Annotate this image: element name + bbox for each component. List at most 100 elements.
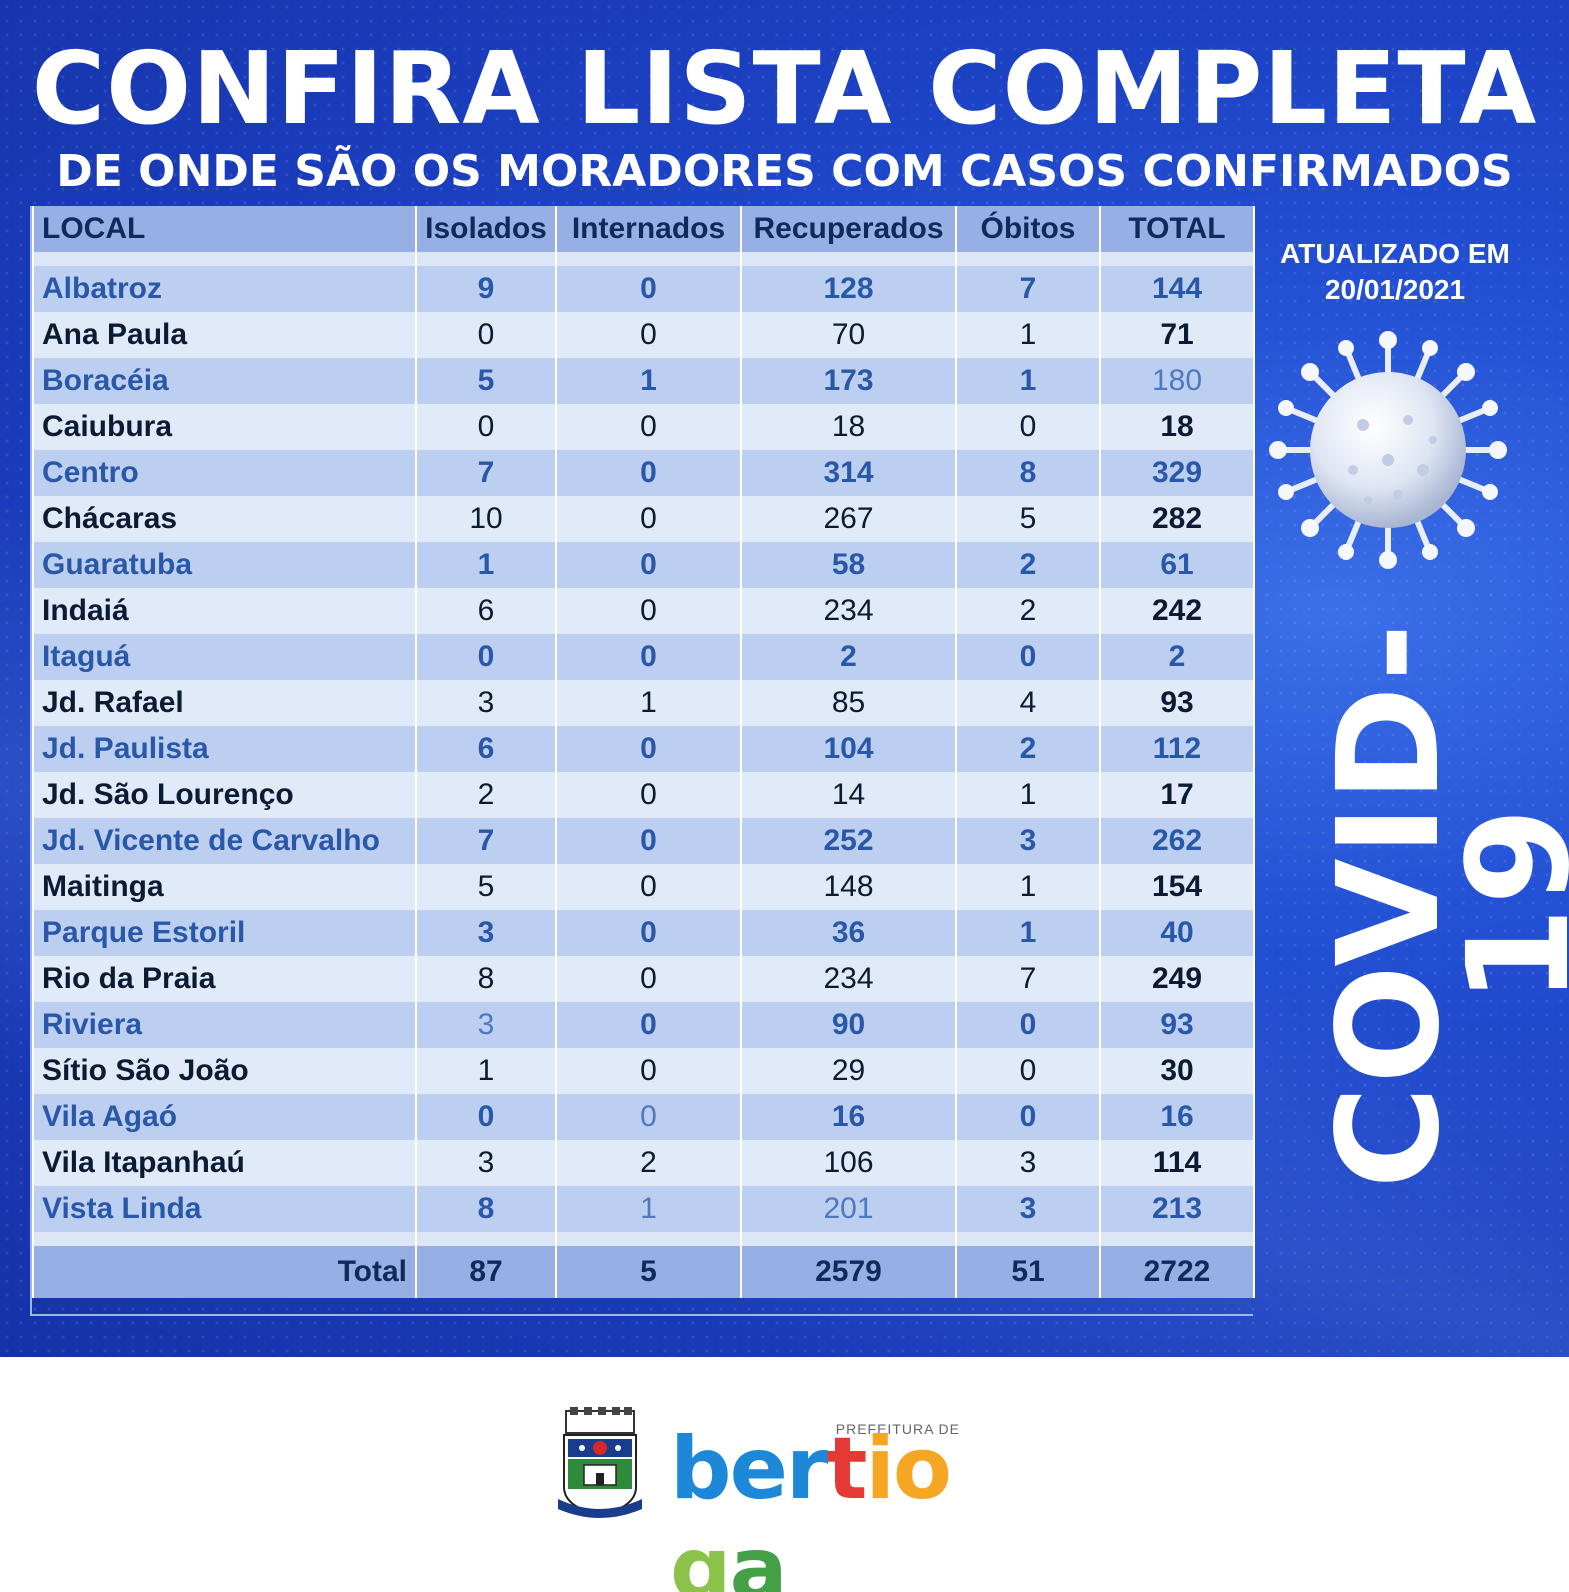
cases-table: LOCAL Isolados Internados Recuperados Ób… xyxy=(32,206,1255,1298)
cell-recuperados: 106 xyxy=(740,1140,957,1186)
cell-total: 154 xyxy=(1099,864,1255,910)
cell-obitos: 0 xyxy=(955,404,1101,450)
cell-isolados: 5 xyxy=(415,864,557,910)
cell-total: 329 xyxy=(1099,450,1255,496)
cell-isolados: 1 xyxy=(415,542,557,588)
city-name-letter: b xyxy=(670,1419,732,1519)
cell-obitos: 1 xyxy=(955,910,1101,956)
cell-total: 16 xyxy=(1099,1094,1255,1140)
cell-local: Boracéia xyxy=(32,358,417,404)
cell-internados: 0 xyxy=(555,864,742,910)
cell-obitos: 0 xyxy=(955,1002,1101,1048)
cell-obitos: 1 xyxy=(955,772,1101,818)
cell-recuperados: 58 xyxy=(740,542,957,588)
cell-internados: 0 xyxy=(555,312,742,358)
city-name-text: bertio ga xyxy=(670,1419,970,1592)
table-row: Jd. Paulista 6 0 104 2 112 xyxy=(32,726,1255,772)
cell-isolados: 7 xyxy=(415,818,557,864)
cell-total: 40 xyxy=(1099,910,1255,956)
cell-obitos: 8 xyxy=(955,450,1101,496)
bertioga-logo: PREFEITURA DE bertio ga xyxy=(670,1409,970,1592)
city-name-letter: i xyxy=(865,1419,895,1519)
cell-recuperados: 267 xyxy=(740,496,957,542)
cell-internados: 0 xyxy=(555,542,742,588)
cell-local: Guaratuba xyxy=(32,542,417,588)
table-row: Vista Linda 8 1 201 3 213 xyxy=(32,1186,1255,1232)
cell-obitos: 7 xyxy=(955,266,1101,312)
total-label: Total xyxy=(32,1246,417,1298)
cell-recuperados: 104 xyxy=(740,726,957,772)
table-row: Centro 7 0 314 8 329 xyxy=(32,450,1255,496)
cell-isolados: 1 xyxy=(415,1048,557,1094)
city-name-letter: o xyxy=(892,1419,952,1519)
total-recuperados: 2579 xyxy=(740,1246,957,1298)
cell-obitos: 3 xyxy=(955,1186,1101,1232)
cell-recuperados: 252 xyxy=(740,818,957,864)
city-name-letter: a xyxy=(729,1519,788,1592)
cell-total: 282 xyxy=(1099,496,1255,542)
column-header-recuperados: Recuperados xyxy=(740,206,957,252)
cell-total: 112 xyxy=(1099,726,1255,772)
total-total: 2722 xyxy=(1099,1246,1255,1298)
cell-internados: 0 xyxy=(555,910,742,956)
cell-recuperados: 234 xyxy=(740,956,957,1002)
cell-local: Jd. São Lourenço xyxy=(32,772,417,818)
cell-recuperados: 18 xyxy=(740,404,957,450)
cell-total: 249 xyxy=(1099,956,1255,1002)
cell-isolados: 5 xyxy=(415,358,557,404)
cell-internados: 0 xyxy=(555,772,742,818)
table-row: Albatroz 9 0 128 7 144 xyxy=(32,266,1255,312)
cell-recuperados: 90 xyxy=(740,1002,957,1048)
cell-total: 262 xyxy=(1099,818,1255,864)
cell-total: 180 xyxy=(1099,358,1255,404)
city-name-letter: e xyxy=(729,1419,788,1519)
cell-local: Vila Itapanhaú xyxy=(32,1140,417,1186)
cell-obitos: 7 xyxy=(955,956,1101,1002)
cell-local: Rio da Praia xyxy=(32,956,417,1002)
column-header-local: LOCAL xyxy=(32,206,417,252)
cell-obitos: 2 xyxy=(955,588,1101,634)
city-name-letter: t xyxy=(826,1419,867,1519)
cell-local: Albatroz xyxy=(32,266,417,312)
cell-recuperados: 29 xyxy=(740,1048,957,1094)
updated-caption: ATUALIZADO EM xyxy=(1280,238,1510,269)
total-obitos: 51 xyxy=(955,1246,1101,1298)
cell-isolados: 3 xyxy=(415,1140,557,1186)
cell-isolados: 0 xyxy=(415,1094,557,1140)
cell-internados: 0 xyxy=(555,1094,742,1140)
table-row: Indaiá 6 0 234 2 242 xyxy=(32,588,1255,634)
cell-local: Ana Paula xyxy=(32,312,417,358)
cell-isolados: 8 xyxy=(415,1186,557,1232)
cell-internados: 1 xyxy=(555,358,742,404)
cell-recuperados: 36 xyxy=(740,910,957,956)
table-row: Parque Estoril 3 0 36 1 40 xyxy=(32,910,1255,956)
cases-table-container: LOCAL Isolados Internados Recuperados Ób… xyxy=(30,206,1255,1316)
table-header-row: LOCAL Isolados Internados Recuperados Ób… xyxy=(32,206,1255,252)
table-row: Jd. Rafael 3 1 85 4 93 xyxy=(32,680,1255,726)
cell-local: Indaiá xyxy=(32,588,417,634)
cell-local: Itaguá xyxy=(32,634,417,680)
cell-isolados: 2 xyxy=(415,772,557,818)
column-header-obitos: Óbitos xyxy=(955,206,1101,252)
cell-total: 17 xyxy=(1099,772,1255,818)
city-crest-icon xyxy=(558,1407,642,1518)
table-row: Vila Agaó 0 0 16 0 16 xyxy=(32,1094,1255,1140)
cell-internados: 0 xyxy=(555,450,742,496)
cell-local: Parque Estoril xyxy=(32,910,417,956)
table-row: Maitinga 5 0 148 1 154 xyxy=(32,864,1255,910)
cell-obitos: 1 xyxy=(955,864,1101,910)
cell-isolados: 0 xyxy=(415,404,557,450)
table-spacer xyxy=(32,252,1255,266)
cell-internados: 1 xyxy=(555,1186,742,1232)
table-row: Vila Itapanhaú 3 2 106 3 114 xyxy=(32,1140,1255,1186)
cell-total: 242 xyxy=(1099,588,1255,634)
cell-internados: 0 xyxy=(555,634,742,680)
cell-isolados: 9 xyxy=(415,266,557,312)
cell-obitos: 2 xyxy=(955,726,1101,772)
cell-isolados: 3 xyxy=(415,680,557,726)
cell-recuperados: 314 xyxy=(740,450,957,496)
table-row: Chácaras 10 0 267 5 282 xyxy=(32,496,1255,542)
cell-local: Centro xyxy=(32,450,417,496)
table-row: Itaguá 0 0 2 0 2 xyxy=(32,634,1255,680)
covid-vertical-label: COVID-19 xyxy=(1308,621,1569,1189)
